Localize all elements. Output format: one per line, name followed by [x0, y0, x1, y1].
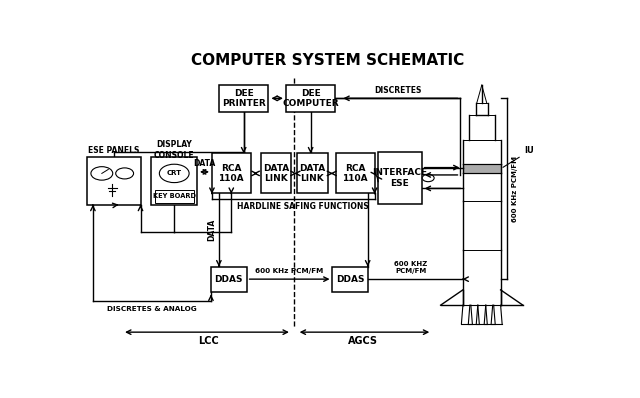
Text: AGCS: AGCS: [348, 336, 378, 346]
Bar: [87, 157, 141, 205]
Text: RCA
110A: RCA 110A: [218, 164, 244, 183]
Bar: [286, 84, 335, 112]
Text: DATA: DATA: [207, 219, 216, 241]
Text: DISCRETES: DISCRETES: [374, 86, 422, 95]
Text: DEE
COMPUTER: DEE COMPUTER: [282, 89, 339, 108]
Text: RCA
110A: RCA 110A: [342, 164, 368, 183]
Bar: [212, 154, 251, 193]
Bar: [336, 154, 374, 193]
Text: DATA
LINK: DATA LINK: [299, 164, 325, 183]
Text: DATA: DATA: [193, 158, 216, 168]
Text: DEE
PRINTER: DEE PRINTER: [222, 89, 266, 108]
Text: 600 KHZ
PCM/FM: 600 KHZ PCM/FM: [394, 261, 428, 274]
Text: COMPUTER SYSTEM SCHEMATIC: COMPUTER SYSTEM SCHEMATIC: [191, 53, 465, 68]
Bar: [297, 154, 328, 193]
Text: DISPLAY
CONSOLE: DISPLAY CONSOLE: [154, 140, 195, 160]
Text: 600 KHz PCM/FM: 600 KHz PCM/FM: [511, 156, 518, 222]
Bar: [219, 84, 269, 112]
Bar: [378, 152, 422, 204]
Text: DDAS: DDAS: [214, 275, 243, 284]
Text: 600 KHz PCM/FM: 600 KHz PCM/FM: [255, 268, 324, 274]
Text: DDAS: DDAS: [336, 275, 365, 284]
Text: ESE PANELS: ESE PANELS: [88, 146, 140, 154]
Text: HARDLINE SAFING FUNCTIONS: HARDLINE SAFING FUNCTIONS: [237, 202, 369, 211]
Text: KEY BOARD: KEY BOARD: [153, 193, 196, 199]
Bar: [260, 154, 291, 193]
Text: CRT: CRT: [166, 170, 182, 176]
Bar: [155, 190, 193, 203]
Bar: [332, 267, 368, 292]
Text: DATA
LINK: DATA LINK: [263, 164, 289, 183]
Text: INTERFACE
ESE: INTERFACE ESE: [372, 168, 428, 188]
Bar: [211, 267, 246, 292]
Text: DISCRETES & ANALOG: DISCRETES & ANALOG: [107, 306, 196, 312]
Text: IU: IU: [503, 146, 534, 167]
Circle shape: [422, 174, 434, 181]
Text: LCC: LCC: [198, 336, 220, 346]
Bar: [152, 157, 197, 205]
